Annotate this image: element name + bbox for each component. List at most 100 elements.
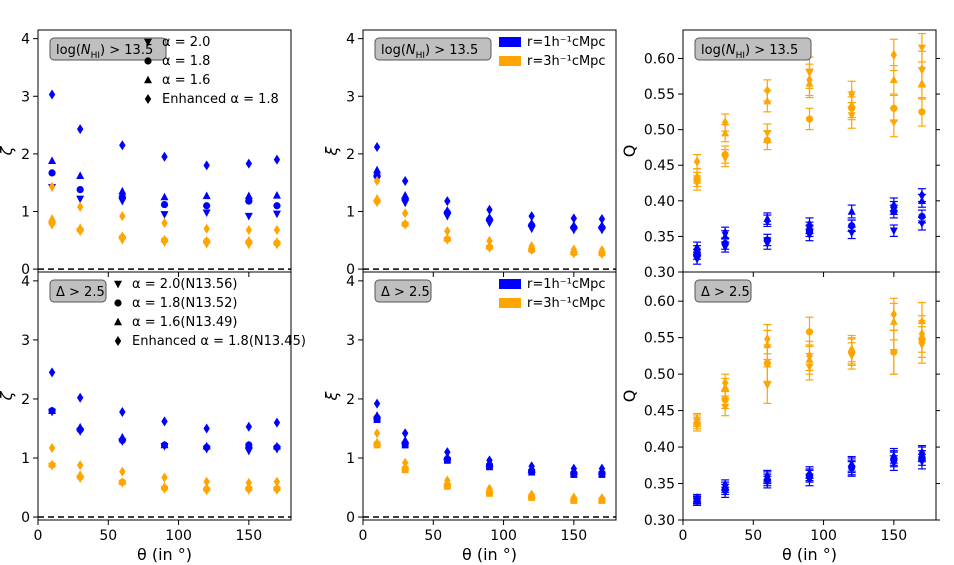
data-point — [48, 442, 56, 453]
data-point — [119, 406, 126, 417]
legend-marker-triangle-up — [144, 75, 152, 84]
y-tick-label: 3 — [21, 333, 30, 349]
y-tick-label: 0 — [346, 510, 355, 526]
data-point — [48, 214, 57, 222]
data-point — [890, 348, 898, 356]
data-point — [806, 350, 813, 361]
data-point — [161, 416, 168, 427]
data-point — [401, 428, 409, 439]
data-point — [570, 213, 578, 224]
data-point — [245, 477, 253, 488]
y-tick-label: 0.50 — [644, 123, 675, 139]
data-point — [693, 493, 701, 504]
data-point — [528, 489, 535, 500]
x-tick-label: 150 — [235, 528, 262, 544]
data-point — [721, 227, 729, 238]
data-point — [527, 218, 536, 227]
y-tick-label: 0.30 — [644, 265, 675, 281]
legend-swatch-blue — [499, 37, 521, 47]
legend-swatch-orange — [499, 56, 521, 66]
data-point — [764, 471, 771, 482]
data-point — [48, 156, 57, 164]
x-tick-label: 50 — [424, 528, 442, 544]
data-point — [373, 175, 381, 186]
data-point — [76, 186, 84, 194]
data-point — [890, 309, 898, 320]
data-point — [764, 85, 771, 96]
data-point — [569, 220, 578, 229]
panel-annotation: Δ > 2.5 — [49, 279, 107, 303]
data-point — [48, 406, 57, 414]
legend-label: r=1h⁻¹cMpc — [527, 277, 606, 292]
annotation-box — [49, 37, 167, 61]
data-point — [373, 398, 381, 409]
data-point — [48, 169, 56, 177]
series-blue-diamond — [373, 141, 606, 224]
data-point — [244, 440, 253, 449]
panel-annotation: log(NHI) > 13.5 — [49, 37, 167, 61]
data-point — [245, 197, 253, 205]
y-tick-label: 0 — [21, 510, 30, 526]
series-blue-diamond — [693, 188, 926, 257]
data-point — [401, 175, 409, 186]
data-point — [76, 392, 84, 403]
y-tick-label: 2 — [346, 392, 355, 408]
annotation-box — [694, 279, 752, 303]
data-point — [118, 231, 127, 239]
data-point — [598, 493, 606, 504]
axes-frame — [37, 271, 292, 521]
x-tick-label: 150 — [880, 528, 907, 544]
annotation-box — [374, 37, 492, 61]
legend-label: α = 2.0(N13.56) — [132, 277, 238, 292]
data-point — [160, 481, 169, 490]
legend: α = 2.0 α = 1.8 α = 1.6 Enhanced α = 1.8 — [144, 35, 279, 107]
data-point — [693, 171, 702, 180]
data-point — [76, 460, 84, 471]
y-tick-label: 4 — [346, 274, 355, 290]
data-point — [693, 245, 701, 256]
series-blue-diamond — [48, 367, 281, 434]
data-point — [76, 422, 85, 431]
series-blue-circle — [48, 169, 281, 210]
legend-marker-circle — [114, 299, 122, 307]
y-axis-label: ξ — [322, 145, 341, 156]
data-point — [203, 223, 210, 234]
legend-label: Enhanced α = 1.8 — [162, 92, 279, 107]
x-axis-label: θ (in °) — [462, 545, 517, 564]
series-orange-diamond — [48, 181, 281, 235]
data-point — [570, 492, 578, 503]
legend-label: α = 1.6 — [162, 73, 210, 88]
data-point — [806, 74, 813, 85]
y-tick-label: 0.45 — [644, 404, 675, 420]
data-point — [805, 328, 814, 336]
data-point — [244, 212, 253, 221]
data-point — [721, 479, 729, 490]
data-point — [160, 211, 169, 219]
legend-label: r=3h⁻¹cMpc — [527, 54, 606, 69]
data-point — [160, 200, 169, 209]
data-point — [486, 204, 493, 215]
y-tick-label: 2 — [346, 147, 355, 163]
data-point — [48, 89, 56, 100]
data-point — [693, 414, 701, 425]
y-tick-label: 3 — [346, 89, 355, 105]
data-point — [806, 469, 813, 480]
series-blue-diamond — [48, 89, 281, 171]
data-point — [244, 235, 253, 244]
legend-marker-triangle-down — [144, 38, 152, 47]
x-tick-label: 100 — [490, 528, 517, 544]
series-orange-diamond — [693, 297, 926, 426]
x-axis-label: θ (in °) — [137, 545, 192, 564]
legend-label: r=3h⁻¹cMpc — [527, 296, 606, 311]
data-point — [444, 475, 451, 486]
series-orange-diamond — [373, 428, 606, 504]
series-orange-diamond — [373, 175, 606, 256]
legend-marker-circle — [144, 57, 152, 65]
axes-frame — [362, 271, 617, 521]
panel-top-left: 0 1 2 3 4 log(NHI) > 13.5 α = 2.0 α = 1.8 α = 1.… — [0, 29, 292, 278]
data-point — [443, 205, 452, 214]
y-tick-label: 4 — [346, 32, 355, 48]
data-point — [202, 191, 211, 200]
data-point — [48, 459, 57, 468]
